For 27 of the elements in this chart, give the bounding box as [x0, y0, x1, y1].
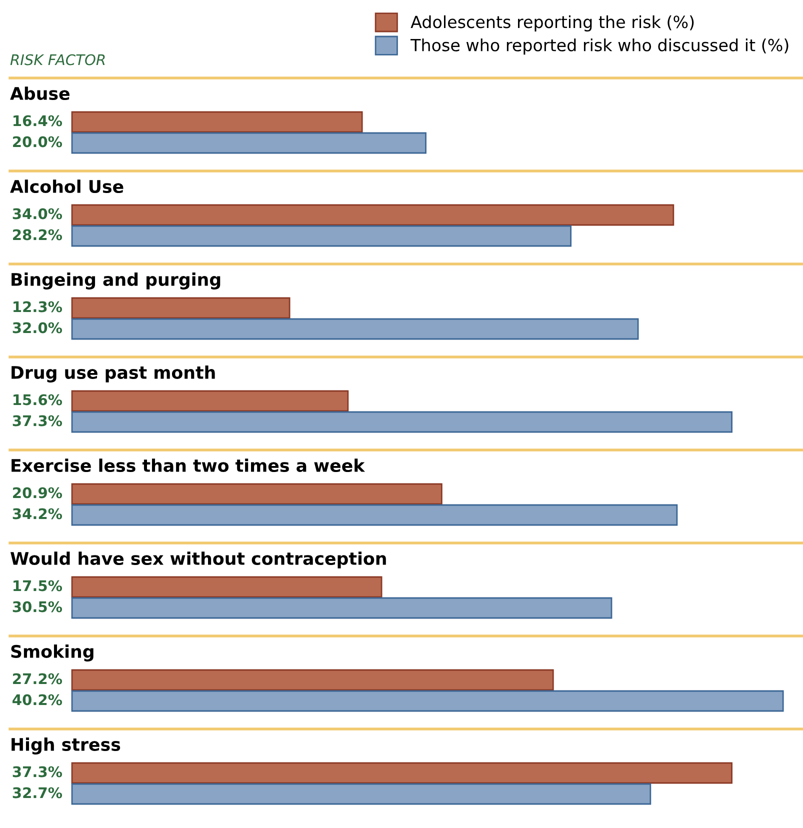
chart-title: Drug use past month	[12, 366, 215, 382]
data-label: 34.0%	[12, 208, 62, 220]
data-label: 17.5%	[14, 580, 62, 592]
data-label: 37.3%	[12, 415, 62, 426]
data-label: 34.2%	[12, 508, 62, 520]
chart-title: Would have sex without contraception	[10, 552, 386, 568]
data-label: 20.0%	[13, 136, 62, 148]
chart-title: Smoking	[11, 644, 94, 662]
data-label: 27.2%	[13, 673, 62, 684]
data-label: 16.4%	[14, 115, 62, 126]
chart-title: Alcohol Use	[10, 180, 124, 194]
chart-title: Bingeing and purging	[12, 272, 220, 290]
data-label: 32.7%	[12, 787, 62, 798]
data-label: 30.5%	[12, 601, 62, 612]
chart-title: High stress	[12, 738, 120, 754]
data-label: 12.3%	[14, 301, 62, 312]
chart-title: Exercise less than two times a week	[12, 458, 366, 472]
data-label: 40.2%	[12, 694, 62, 706]
data-label: 15.6%	[14, 394, 62, 406]
data-label: 28.2%	[13, 229, 62, 240]
data-label: 32.0%	[12, 322, 62, 334]
data-label: 20.9%	[13, 487, 62, 498]
chart-title: Abuse	[10, 86, 70, 100]
legend-label: Those who reported risk who discussed it (%)	[410, 38, 788, 55]
data-label: 37.3%	[12, 766, 62, 778]
legend-label: Adolescents reporting the risk (%)	[410, 15, 694, 32]
y-axis-title: RISK FACTOR	[10, 54, 105, 66]
